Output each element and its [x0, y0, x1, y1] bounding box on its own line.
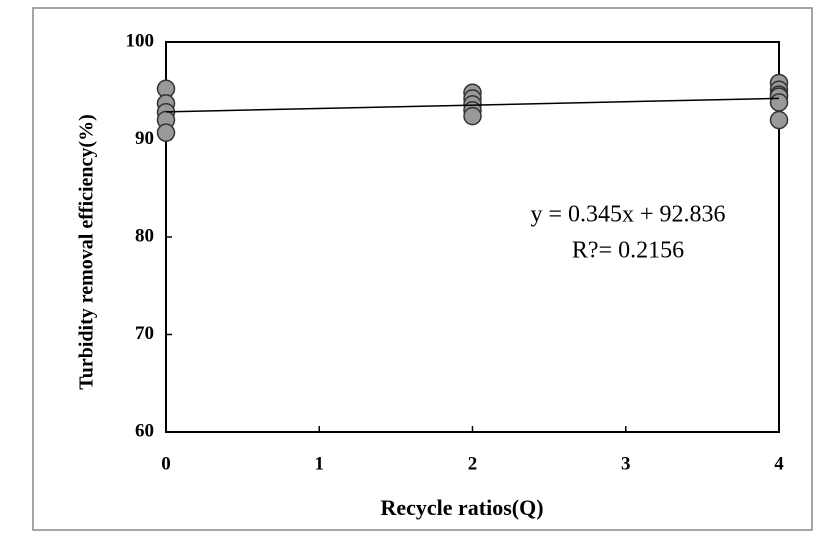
y-tick-label: 60: [135, 420, 154, 441]
y-tick-label: 80: [135, 225, 154, 246]
y-tick-label: 100: [126, 30, 155, 51]
chart-border: [32, 7, 813, 531]
equation: y = 0.345x + 92.836: [530, 202, 725, 228]
x-tick-label: 1: [315, 453, 325, 474]
x-tick-label: 4: [774, 453, 784, 474]
r-squared: R?= 0.2156: [572, 238, 684, 264]
x-tick-label: 2: [468, 453, 478, 474]
point: [769, 110, 789, 130]
trendline: [165, 97, 780, 113]
x-tick-label: 0: [161, 453, 171, 474]
y-tick-label: 70: [135, 323, 154, 344]
point: [769, 93, 789, 112]
point: [156, 123, 176, 142]
x-axis-title: Recycle ratios(Q): [380, 495, 543, 520]
point: [463, 106, 482, 126]
y-tick-label: 90: [135, 128, 154, 149]
x-tick-label: 3: [621, 453, 631, 474]
y-axis-title: Turbidity removal efficiency(%): [76, 114, 98, 390]
